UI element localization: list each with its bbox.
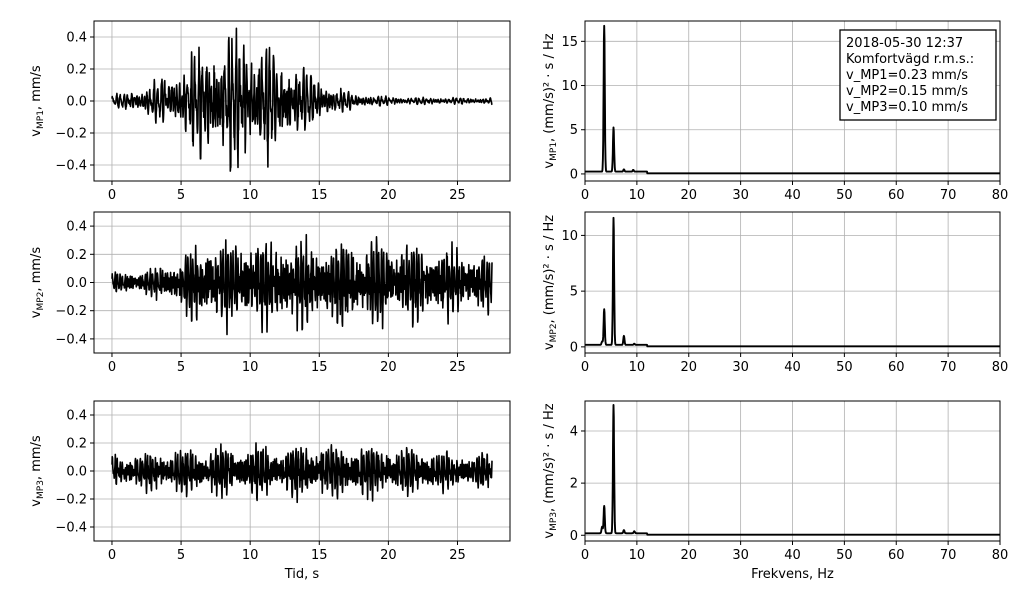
spectrum-plot-mp3: 0 10 20 30 40 50 60 70 80 0 2 4 vMP3, (mm/s)² · s / … bbox=[542, 400, 1009, 582]
x-tick-label: 70 bbox=[940, 548, 957, 563]
y-tick-label: 0.2 bbox=[66, 437, 87, 452]
y-tick-label: −0.4 bbox=[55, 332, 87, 347]
x-tick-label: 80 bbox=[992, 188, 1009, 203]
x-tick-label: 70 bbox=[940, 188, 957, 203]
y-tick-label: 0.0 bbox=[66, 276, 87, 291]
legend-line-mp3: v_MP3=0.10 mm/s bbox=[846, 100, 968, 115]
y-tick-label: 2 bbox=[570, 477, 578, 492]
x-tick-label: 50 bbox=[836, 360, 853, 375]
x-tick-label: 30 bbox=[732, 548, 749, 563]
y-axis-label: vMP3, mm/s bbox=[29, 435, 46, 507]
x-tick-label: 20 bbox=[680, 360, 697, 375]
spectrum-trace bbox=[584, 404, 1001, 536]
y-tick-label: 4 bbox=[570, 424, 578, 439]
x-tick-label: 5 bbox=[177, 188, 185, 203]
y-tick-label: 0 bbox=[570, 529, 578, 544]
y-tick-label: −0.2 bbox=[55, 304, 87, 319]
legend-line-mp2: v_MP2=0.15 mm/s bbox=[846, 84, 968, 99]
y-tick-label: 15 bbox=[561, 35, 578, 50]
y-axis-label: vMP2, (mm/s)² · s / Hz bbox=[542, 215, 559, 350]
y-tick-label: 0.0 bbox=[66, 465, 87, 480]
legend-line-date: 2018-05-30 12:37 bbox=[846, 36, 963, 51]
x-tick-label: 25 bbox=[449, 188, 466, 203]
x-tick-label: 0 bbox=[108, 188, 116, 203]
x-tick-label: 15 bbox=[311, 360, 328, 375]
x-tick-label: 70 bbox=[940, 360, 957, 375]
y-axis-label: vMP1, (mm/s)² · s / Hz bbox=[542, 33, 559, 168]
x-tick-label: 10 bbox=[629, 188, 646, 203]
x-axis-label: Tid, s bbox=[284, 567, 320, 582]
legend-frame bbox=[839, 29, 997, 121]
spectrum-trace bbox=[584, 216, 1001, 348]
x-tick-label: 20 bbox=[380, 188, 397, 203]
y-tick-label: 0 bbox=[570, 340, 578, 355]
x-tick-label: 0 bbox=[108, 360, 116, 375]
x-tick-label: 10 bbox=[242, 360, 259, 375]
x-tick-label: 60 bbox=[888, 188, 905, 203]
y-tick-label: −0.4 bbox=[55, 521, 87, 536]
legend-line-mp1: v_MP1=0.23 mm/s bbox=[846, 68, 968, 83]
x-tick-label: 5 bbox=[177, 360, 185, 375]
x-tick-label: 0 bbox=[581, 548, 589, 563]
x-tick-label: 60 bbox=[888, 548, 905, 563]
x-tick-label: 40 bbox=[784, 188, 801, 203]
x-tick-label: 50 bbox=[836, 188, 853, 203]
spectrum-trace bbox=[584, 24, 1001, 175]
x-tick-label: 25 bbox=[449, 548, 466, 563]
y-axis-label: vMP1, mm/s bbox=[29, 65, 46, 137]
y-tick-label: 10 bbox=[561, 229, 578, 244]
x-tick-label: 15 bbox=[311, 188, 328, 203]
legend-box: 2018-05-30 12:37 Komfortvägd r.m.s.: v_M… bbox=[839, 29, 997, 121]
x-tick-label: 20 bbox=[680, 188, 697, 203]
signal-trace bbox=[111, 233, 493, 336]
x-tick-label: 0 bbox=[108, 548, 116, 563]
x-tick-label: 5 bbox=[177, 548, 185, 563]
legend-line-heading: Komfortvägd r.m.s.: bbox=[846, 52, 974, 67]
x-tick-label: 25 bbox=[449, 360, 466, 375]
y-tick-label: 0.4 bbox=[66, 220, 87, 235]
x-tick-label: 40 bbox=[784, 360, 801, 375]
time-plot-mp1: 0 5 10 15 20 25 −0.4 −0.2 0.0 0.2 0.4 vMP1, mm/s bbox=[29, 20, 511, 203]
y-axis-label: vMP3, (mm/s)² · s / Hz bbox=[542, 403, 559, 538]
y-tick-label: 0.4 bbox=[66, 31, 87, 46]
y-tick-label: −0.4 bbox=[55, 159, 87, 174]
y-tick-label: 10 bbox=[561, 79, 578, 94]
time-plot-mp3: 0 5 10 15 20 25 −0.4 −0.2 0.0 0.2 0.4 vMP3, mm/s Tid… bbox=[29, 400, 511, 582]
x-tick-label: 30 bbox=[732, 188, 749, 203]
x-tick-label: 10 bbox=[629, 548, 646, 563]
y-tick-label: 0.2 bbox=[66, 63, 87, 78]
x-tick-label: 10 bbox=[242, 188, 259, 203]
y-tick-label: 5 bbox=[570, 123, 578, 138]
y-tick-label: 0.0 bbox=[66, 95, 87, 110]
y-tick-label: 0.2 bbox=[66, 248, 87, 263]
x-tick-label: 80 bbox=[992, 360, 1009, 375]
x-tick-label: 0 bbox=[581, 188, 589, 203]
x-tick-label: 20 bbox=[380, 548, 397, 563]
x-tick-label: 40 bbox=[784, 548, 801, 563]
y-tick-label: −0.2 bbox=[55, 127, 87, 142]
x-tick-label: 10 bbox=[629, 360, 646, 375]
x-tick-label: 15 bbox=[311, 548, 328, 563]
signal-trace bbox=[111, 27, 493, 172]
y-tick-label: 5 bbox=[570, 285, 578, 300]
time-plot-mp2: 0 5 10 15 20 25 −0.4 −0.2 0.0 0.2 0.4 vMP2, mm/s bbox=[29, 211, 511, 375]
x-tick-label: 20 bbox=[680, 548, 697, 563]
y-axis-label: vMP2, mm/s bbox=[29, 247, 46, 319]
x-tick-label: 10 bbox=[242, 548, 259, 563]
y-tick-label: 0.4 bbox=[66, 409, 87, 424]
x-tick-label: 30 bbox=[732, 360, 749, 375]
x-axis-label: Frekvens, Hz bbox=[751, 567, 834, 582]
x-tick-label: 20 bbox=[380, 360, 397, 375]
signal-trace bbox=[111, 442, 493, 504]
x-tick-label: 60 bbox=[888, 360, 905, 375]
y-tick-label: −0.2 bbox=[55, 493, 87, 508]
x-tick-label: 50 bbox=[836, 548, 853, 563]
y-tick-label: 0 bbox=[570, 167, 578, 182]
x-tick-label: 80 bbox=[992, 548, 1009, 563]
x-tick-label: 0 bbox=[581, 360, 589, 375]
